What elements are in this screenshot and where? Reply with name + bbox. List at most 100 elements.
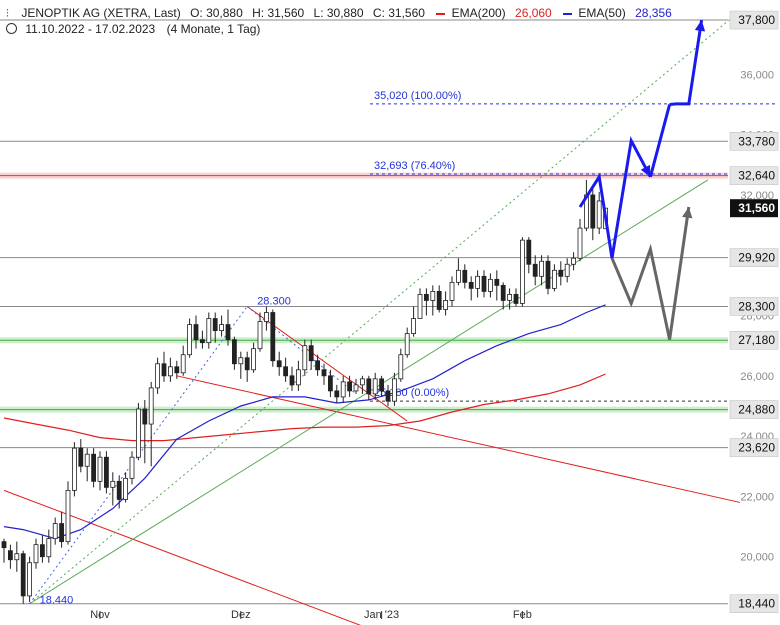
candle-body — [372, 378, 378, 395]
candle-body — [251, 348, 257, 371]
candle-body — [174, 366, 180, 374]
candle-body — [507, 294, 513, 301]
candle-body — [334, 390, 340, 398]
ema50-value: 28,356 — [635, 6, 672, 20]
high-value: H: 31,560 — [252, 6, 305, 20]
candle-body — [532, 263, 538, 277]
open-value: O: 30,880 — [190, 6, 243, 20]
price-level-label: 23,620 — [738, 441, 775, 455]
candle-body — [33, 544, 39, 564]
pivot-label: 18.440 — [40, 595, 74, 607]
price-level-box — [729, 248, 779, 267]
candle-body — [417, 294, 423, 319]
candle-body — [129, 456, 135, 479]
candle-body — [20, 553, 26, 597]
ema200-line — [3, 373, 606, 442]
header-line-1: ⫶ JENOPTIK AG (XETRA, Last) O: 30,880 H:… — [6, 6, 672, 21]
candle-body — [302, 345, 308, 371]
candle-body — [411, 318, 417, 335]
candle-body — [155, 363, 161, 389]
pivot-label: 28.300 — [257, 295, 291, 307]
bullish-projection-arrow-arrowhead — [694, 20, 706, 32]
bullish-projection-segment — [648, 104, 672, 178]
candle-body — [347, 381, 353, 392]
candle-body — [270, 312, 276, 362]
price-level-label: 18,440 — [738, 597, 775, 611]
candle-body — [187, 324, 193, 356]
candle-body — [276, 360, 282, 368]
bullish-projection-arrow-arrowhead — [640, 164, 651, 177]
price-level-box — [729, 400, 779, 419]
candle-body — [500, 284, 506, 301]
bullish-projection-arrow — [669, 19, 704, 106]
price-level-box — [729, 438, 779, 457]
candle-body — [72, 447, 77, 491]
price-level-label: 24,880 — [738, 403, 775, 417]
candle-body — [385, 390, 391, 402]
candle-body — [552, 269, 557, 289]
candle-body — [180, 354, 186, 374]
y-tick-label: 22,000 — [740, 491, 774, 503]
candle-body — [321, 369, 327, 377]
candle-body — [7, 550, 13, 561]
trendline — [246, 306, 357, 395]
last-price-label: 31,560 — [738, 201, 775, 215]
x-tick-label: Feb — [513, 609, 532, 621]
price-level-box — [729, 330, 779, 350]
candle-body — [487, 278, 493, 292]
candle-body — [391, 378, 397, 402]
candle-body — [27, 562, 33, 597]
candle-body — [46, 538, 52, 558]
candle-body — [379, 378, 385, 392]
candle-body — [65, 489, 71, 543]
candle-body — [398, 354, 404, 380]
candle-body — [123, 477, 128, 500]
candle-body — [225, 324, 231, 341]
candle-body — [84, 453, 90, 467]
candle-body — [455, 269, 461, 283]
candle-body — [59, 523, 64, 543]
candle-body — [283, 366, 289, 377]
candle-body — [97, 456, 103, 482]
trendline — [3, 489, 362, 625]
x-tick-label: Nov — [90, 609, 110, 621]
candle-body — [231, 339, 237, 365]
candle-body — [263, 312, 269, 322]
candle-body — [571, 257, 576, 265]
candle-body — [148, 387, 154, 425]
candle-body — [206, 318, 212, 344]
header-line-2: 11.10.2022 - 17.02.2023 (4 Monate, 1 Tag… — [6, 22, 260, 36]
price-level-box — [729, 10, 779, 30]
ema50-line — [3, 304, 606, 540]
price-level-label: 32,640 — [738, 169, 775, 183]
price-level-box — [729, 594, 779, 613]
candle-body — [430, 291, 436, 301]
price-level-label: 29,920 — [738, 251, 775, 265]
trendline — [29, 306, 248, 605]
clock-icon — [6, 23, 17, 34]
candle-body — [212, 318, 218, 331]
price-level-box — [729, 166, 779, 185]
candle-body — [436, 291, 442, 310]
candle-body — [520, 239, 525, 304]
candle-body — [564, 263, 570, 277]
ema50-label: EMA(50) — [578, 6, 626, 20]
candle-body — [52, 523, 58, 540]
candle-body — [78, 447, 84, 467]
candle-body — [539, 260, 544, 277]
instrument-name: JENOPTIK AG (XETRA, Last) — [21, 6, 181, 20]
candle-body — [116, 480, 122, 500]
candle-body — [257, 321, 263, 350]
price-level-box — [729, 132, 779, 151]
candle-body — [404, 333, 410, 356]
last-price-box — [730, 199, 778, 218]
candle-body — [199, 339, 205, 344]
candle-body — [91, 453, 96, 482]
candle-body — [366, 378, 372, 395]
candle-body — [462, 269, 468, 283]
candle-body — [238, 357, 244, 365]
candle-body — [468, 281, 474, 289]
fibonacci-label: 35,020 (100.00%) — [374, 90, 461, 102]
